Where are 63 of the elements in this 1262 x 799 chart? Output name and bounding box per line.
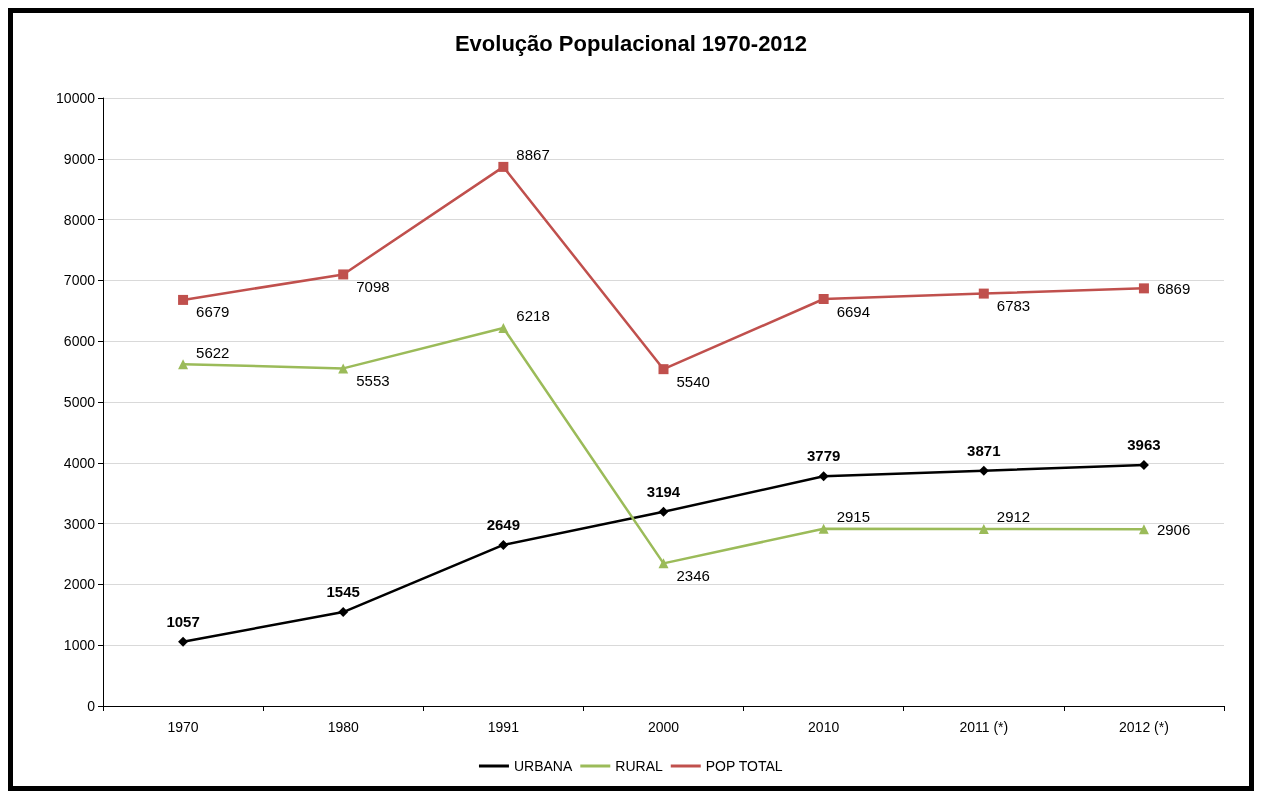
- point: [978, 523, 989, 534]
- x-tick-label: 2010: [808, 719, 840, 735]
- point: [338, 269, 349, 280]
- y-tick-label: 3000: [63, 515, 96, 532]
- data-label: 2346: [676, 566, 710, 584]
- data-label: 2906: [1156, 520, 1191, 538]
- y-tick-label: 10000: [56, 90, 96, 106]
- point: [818, 523, 829, 534]
- x-tick-label: 1980: [327, 719, 359, 735]
- data-label: 5622: [196, 343, 230, 361]
- data-label: 3194: [646, 482, 681, 500]
- legend-label: POP TOTAL: [705, 758, 783, 774]
- x-tick-label: 2011 (*): [959, 719, 1009, 735]
- x-tick-label: 2012 (*): [1119, 719, 1169, 735]
- legend-label: URBANA: [513, 758, 573, 774]
- point: [658, 506, 669, 517]
- point: [1138, 283, 1149, 294]
- data-label: 3779: [806, 447, 841, 465]
- point: [178, 636, 189, 647]
- y-tick-label: 2000: [63, 576, 96, 593]
- data-label: 6694: [836, 302, 871, 320]
- point: [658, 558, 669, 569]
- data-label: 8867: [516, 146, 550, 164]
- point: [1138, 524, 1149, 535]
- data-label: 5540: [676, 372, 710, 390]
- data-label: 2912: [996, 508, 1031, 526]
- point: [658, 364, 669, 375]
- data-label: 1545: [326, 583, 360, 601]
- data-label: 2649: [486, 515, 521, 533]
- point: [498, 161, 509, 172]
- data-label: 7098: [356, 277, 390, 295]
- x-tick-label: 1991: [487, 719, 520, 735]
- y-tick-label: 9000: [63, 150, 96, 167]
- point: [978, 465, 989, 476]
- data-label: 6783: [996, 297, 1031, 315]
- point: [978, 288, 989, 299]
- data-label: 3963: [1127, 436, 1161, 454]
- data-label: 2915: [836, 508, 871, 526]
- point: [178, 294, 189, 305]
- point: [818, 471, 829, 482]
- chart-title: Evolução Populacional 1970-2012: [454, 30, 808, 56]
- point: [338, 607, 349, 618]
- x-tick-label: 2000: [647, 719, 680, 735]
- y-tick-label: 6000: [63, 333, 96, 350]
- data-label: 3871: [967, 441, 1001, 459]
- data-label: 6679: [196, 303, 230, 321]
- data-label: 1057: [166, 612, 200, 630]
- point: [498, 322, 509, 333]
- point: [338, 363, 349, 374]
- data-label: 6869: [1156, 279, 1191, 297]
- point: [178, 359, 189, 370]
- legend-label: RURAL: [615, 758, 663, 774]
- y-tick-label: 4000: [63, 454, 96, 471]
- y-tick-label: 7000: [63, 272, 96, 289]
- point: [498, 539, 509, 550]
- data-label: 5553: [356, 371, 390, 389]
- y-tick-label: 1000: [63, 637, 96, 654]
- y-tick-label: 8000: [63, 211, 96, 228]
- x-tick-label: 1970: [167, 719, 199, 735]
- point: [818, 294, 829, 304]
- y-tick-label: 5000: [63, 394, 96, 410]
- y-tick-label: 0: [87, 698, 96, 714]
- data-label: 6218: [516, 307, 550, 325]
